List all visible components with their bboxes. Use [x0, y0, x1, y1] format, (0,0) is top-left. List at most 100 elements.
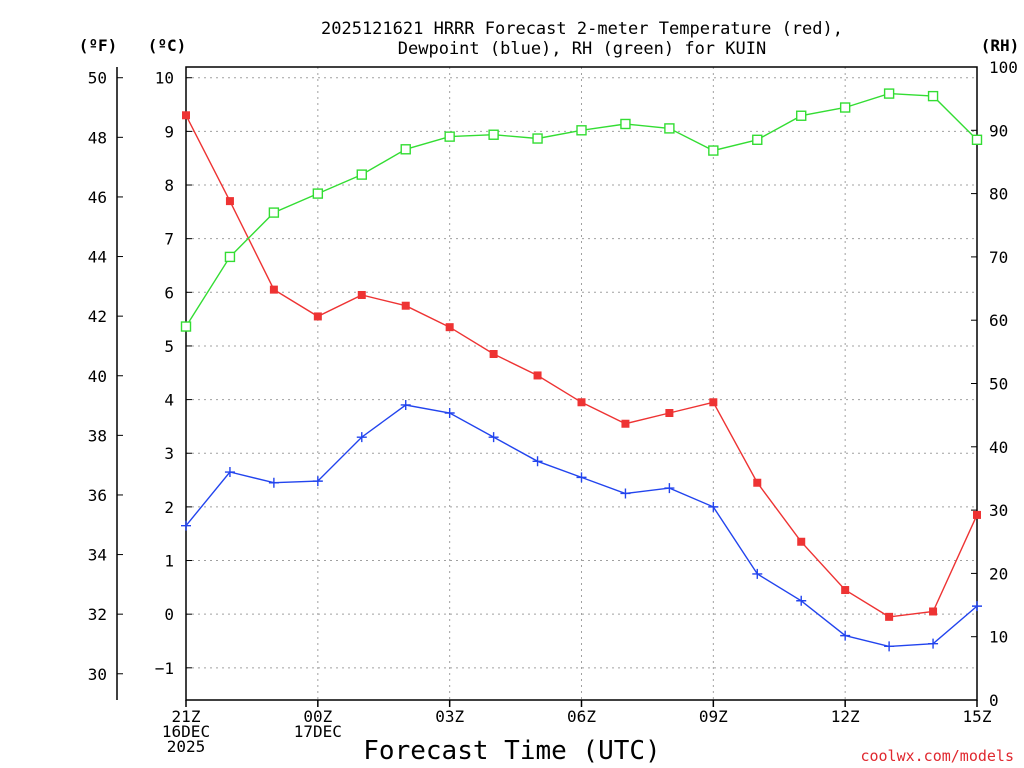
celsius-tick-label: 7: [164, 230, 174, 249]
data-point: [839, 102, 851, 113]
data-point: [971, 134, 983, 145]
data-point: [269, 285, 278, 294]
data-point: [753, 478, 762, 487]
fahrenheit-tick-label: 42: [88, 307, 107, 326]
data-point: [444, 131, 455, 142]
x-tick-label: 17DEC: [294, 722, 342, 741]
rh-tick-label: 20: [989, 564, 1008, 583]
data-point: [796, 595, 807, 606]
data-point: [488, 432, 499, 443]
celsius-tick-label: 10: [155, 69, 174, 88]
celsius-tick-label: 9: [164, 122, 174, 141]
data-point: [929, 607, 938, 616]
celsius-tick-label: 6: [164, 283, 174, 302]
data-point: [665, 409, 674, 418]
data-point: [620, 488, 631, 499]
fahrenheit-tick-label: 36: [88, 486, 107, 505]
celsius-tick-label: 0: [164, 605, 174, 624]
data-point: [927, 90, 939, 102]
data-point: [224, 251, 236, 263]
x-axis-label: Forecast Time (UTC): [363, 736, 660, 766]
data-point: [884, 641, 895, 652]
data-point: [533, 371, 542, 380]
rh-tick-label: 80: [989, 185, 1008, 204]
data-point: [444, 408, 455, 419]
data-point: [796, 110, 807, 121]
data-point: [709, 398, 718, 407]
x-tick-label: 03Z: [435, 707, 464, 726]
series-2-meter-temperature: [182, 111, 981, 621]
x-tick-label: 21Z: [172, 707, 201, 726]
data-point: [356, 432, 367, 443]
fahrenheit-tick-label: 38: [88, 426, 107, 445]
data-point: [708, 145, 719, 156]
data-point: [313, 312, 322, 321]
fahrenheit-tick-label: 46: [88, 188, 107, 207]
fahrenheit-tick-label: 50: [88, 69, 107, 88]
data-point: [973, 510, 981, 519]
data-point: [576, 472, 587, 483]
data-point: [356, 169, 367, 180]
data-point: [797, 537, 806, 546]
rh-tick-label: 30: [989, 501, 1008, 520]
data-point: [181, 520, 191, 531]
data-point: [532, 133, 543, 144]
fahrenheit-tick-label: 30: [88, 665, 107, 684]
rh-tick-label: 60: [989, 311, 1008, 330]
axes: 3032343638404244464850−10123456789100102…: [88, 58, 1018, 710]
data-point: [224, 467, 235, 478]
chart-title-line-2: Dewpoint (blue), RH (green) for KUIN: [398, 39, 766, 59]
data-point: [268, 207, 280, 218]
data-point: [401, 301, 410, 310]
data-point: [312, 476, 323, 487]
celsius-tick-label: 1: [164, 552, 174, 571]
data-point: [268, 477, 279, 488]
data-point: [841, 586, 850, 595]
x-tick-label: 15Z: [963, 707, 992, 726]
rh-tick-label: 100: [989, 58, 1018, 77]
x-tick-label: 00Z: [303, 707, 332, 726]
x-tick-label: 06Z: [567, 707, 596, 726]
data-point: [576, 125, 587, 136]
fahrenheit-tick-label: 34: [88, 546, 107, 565]
data-point: [400, 399, 411, 410]
fahrenheit-unit-label: (ºF): [79, 36, 118, 55]
grid-lines: [186, 67, 977, 700]
data-point: [664, 123, 675, 134]
rh-tick-label: 0: [989, 691, 999, 710]
data-point: [664, 483, 675, 494]
celsius-tick-label: 3: [164, 444, 174, 463]
data-point: [357, 290, 366, 299]
rh-tick-label: 10: [989, 628, 1008, 647]
series-rh: [180, 88, 983, 332]
data-point: [445, 323, 454, 332]
data-point: [488, 129, 499, 140]
x-tick-label: 16DEC: [162, 722, 210, 741]
data-point: [532, 456, 543, 467]
fahrenheit-tick-label: 44: [88, 248, 107, 267]
plot-frame: [185, 66, 978, 701]
celsius-tick-label: 4: [164, 391, 174, 410]
rh-tick-label: 50: [989, 375, 1008, 394]
credit-link[interactable]: coolwx.com/models: [860, 747, 1014, 765]
celsius-tick-label: 2: [164, 498, 174, 517]
data-point: [620, 118, 631, 130]
fahrenheit-tick-label: 32: [88, 605, 107, 624]
data-point: [621, 419, 630, 428]
x-tick-label: 09Z: [699, 707, 728, 726]
data-point: [928, 638, 939, 649]
fahrenheit-tick-label: 48: [88, 128, 107, 147]
fahrenheit-tick-label: 40: [88, 367, 107, 386]
data-point: [489, 349, 498, 358]
data-point: [180, 321, 192, 332]
rh-unit-label: (RH): [981, 36, 1020, 55]
rh-tick-label: 70: [989, 248, 1008, 267]
data-point: [883, 88, 895, 99]
data-point: [225, 197, 234, 206]
rh-tick-label: 40: [989, 438, 1008, 457]
rh-tick-label: 90: [989, 121, 1008, 140]
data-point: [752, 134, 763, 145]
